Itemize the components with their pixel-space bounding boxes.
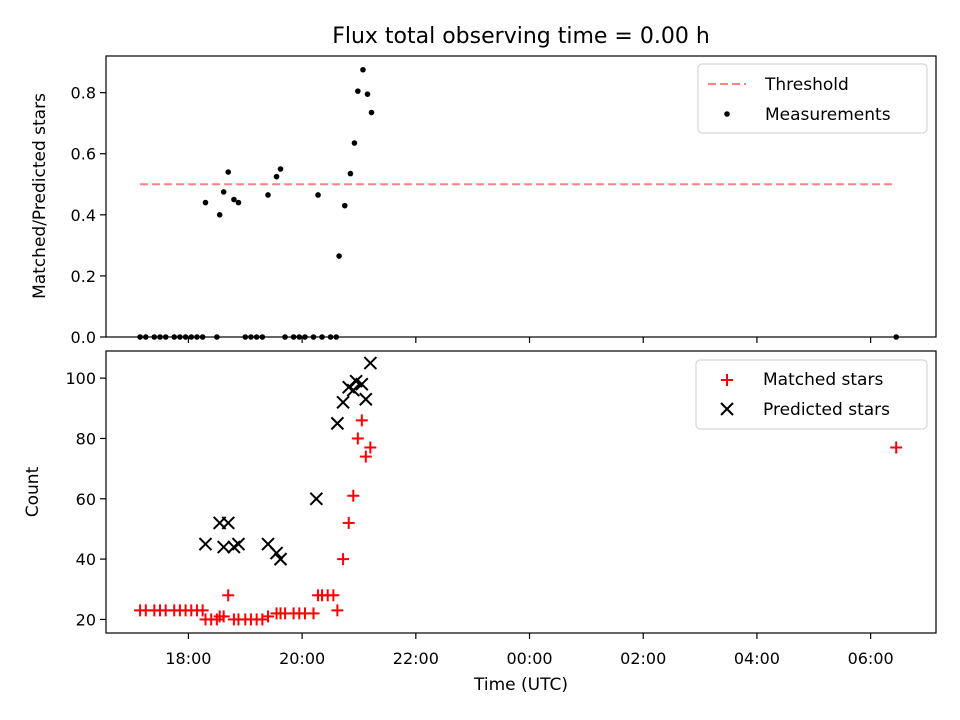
measurement-point bbox=[265, 192, 271, 198]
matched-star-point bbox=[327, 589, 340, 602]
predicted-star-point bbox=[359, 392, 373, 406]
matched-star-point bbox=[890, 441, 903, 454]
measurement-point bbox=[216, 212, 223, 218]
predicted-star-point bbox=[346, 383, 361, 397]
top-y-tick-label: 0.2 bbox=[71, 267, 96, 286]
matched-star-point bbox=[331, 604, 344, 617]
measurements-points bbox=[137, 66, 900, 340]
top-y-tick-label: 0.0 bbox=[71, 328, 96, 347]
top-y-tick-label: 0.8 bbox=[71, 84, 96, 103]
top-plot-frame bbox=[105, 55, 937, 338]
bottom-x-tick-label: 06:00 bbox=[848, 649, 894, 668]
matched-star-point bbox=[217, 610, 230, 623]
predicted-star-point bbox=[216, 540, 231, 554]
bottom-y-axis-label: Count bbox=[23, 466, 43, 517]
bottom-legend-box bbox=[695, 359, 928, 430]
measurement-point bbox=[235, 199, 242, 206]
measurement-point bbox=[277, 166, 284, 172]
predicted-stars-points bbox=[198, 356, 378, 566]
matched-star-point bbox=[337, 553, 350, 566]
bottom-plot-frame bbox=[105, 350, 937, 634]
top-y-tick-label: 0.6 bbox=[71, 145, 96, 164]
measurement-point bbox=[231, 196, 237, 203]
chart-title: Flux total observing time = 0.00 h bbox=[332, 24, 710, 49]
measurement-point bbox=[336, 253, 342, 259]
measurement-point bbox=[341, 202, 348, 209]
measurement-point bbox=[225, 169, 232, 175]
matched-star-point bbox=[347, 489, 360, 502]
bottom-x-ticks: 18:00 20:00 22:00 00:00 02:00 04:00 06:00 bbox=[165, 633, 894, 668]
legend-predicted-swatch bbox=[720, 402, 734, 416]
measurement-point bbox=[351, 140, 358, 146]
matched-star-point bbox=[351, 432, 364, 445]
measurement-point bbox=[368, 109, 375, 116]
bottom-y-tick-label: 40 bbox=[76, 550, 96, 569]
bottom-y-tick-label: 60 bbox=[76, 490, 96, 509]
predicted-star-point bbox=[221, 516, 235, 530]
top-panel: Flux total observing time = 0.00 h Match… bbox=[30, 24, 937, 347]
top-y-tick-label: 0.4 bbox=[71, 206, 96, 225]
matched-star-point bbox=[342, 516, 355, 529]
matched-star-point bbox=[222, 589, 235, 602]
top-x-ticks bbox=[187, 337, 872, 343]
bottom-legend: Matched stars Predicted stars bbox=[695, 359, 928, 430]
bottom-y-ticks: 20 40 60 80 100 bbox=[65, 369, 106, 629]
matched-star-point bbox=[355, 414, 368, 427]
top-y-axis-label: Matched/Predicted stars bbox=[30, 93, 50, 299]
legend-matched-swatch bbox=[721, 374, 733, 386]
matched-star-point bbox=[262, 610, 275, 623]
legend-measurements-label: Measurements bbox=[765, 105, 891, 125]
bottom-x-tick-label: 20:00 bbox=[279, 649, 325, 668]
bottom-y-tick-label: 100 bbox=[65, 369, 96, 388]
legend-measurements-swatch bbox=[724, 111, 730, 117]
measurement-point bbox=[364, 91, 371, 97]
matched-stars-points bbox=[134, 414, 903, 626]
measurement-point bbox=[202, 199, 209, 206]
measurement-point bbox=[360, 66, 366, 73]
matched-star-point bbox=[307, 607, 320, 620]
matched-star-point bbox=[196, 604, 209, 617]
bottom-y-tick-label: 20 bbox=[76, 610, 96, 629]
predicted-star-point bbox=[198, 537, 213, 551]
measurement-point bbox=[347, 170, 354, 177]
matched-star-point bbox=[359, 450, 372, 463]
predicted-star-point bbox=[309, 492, 324, 506]
top-y-ticks: 0.0 0.2 0.4 0.6 0.8 bbox=[71, 84, 106, 347]
top-legend-box bbox=[697, 63, 928, 134]
measurement-point bbox=[315, 192, 321, 198]
bottom-panel: Count Time (UTC) 20 40 60 80 100 18:00 20:00 2… bbox=[23, 350, 937, 695]
measurement-point bbox=[220, 189, 227, 195]
bottom-x-tick-label: 04:00 bbox=[734, 649, 780, 668]
predicted-star-point bbox=[273, 552, 288, 566]
measurement-point bbox=[355, 88, 361, 94]
x-axis-label: Time (UTC) bbox=[473, 675, 568, 695]
bottom-y-tick-label: 80 bbox=[76, 429, 96, 448]
legend-predicted-label: Predicted stars bbox=[763, 400, 890, 420]
predicted-star-point bbox=[363, 356, 378, 370]
top-legend: Threshold Measurements bbox=[697, 63, 928, 134]
legend-matched-label: Matched stars bbox=[763, 370, 883, 390]
predicted-star-point bbox=[355, 377, 369, 391]
predicted-star-point bbox=[336, 395, 350, 409]
predicted-star-point bbox=[330, 416, 345, 431]
matched-star-point bbox=[256, 613, 269, 626]
bottom-x-tick-label: 18:00 bbox=[165, 649, 211, 668]
bottom-x-tick-label: 22:00 bbox=[393, 649, 439, 668]
matched-star-point bbox=[210, 613, 223, 626]
predicted-star-point bbox=[231, 537, 246, 551]
legend-threshold-label: Threshold bbox=[764, 75, 849, 95]
predicted-star-point bbox=[269, 546, 284, 560]
measurement-point bbox=[273, 173, 280, 180]
matched-star-point bbox=[364, 441, 377, 454]
bottom-x-tick-label: 02:00 bbox=[620, 649, 666, 668]
bottom-x-tick-label: 00:00 bbox=[506, 649, 552, 668]
